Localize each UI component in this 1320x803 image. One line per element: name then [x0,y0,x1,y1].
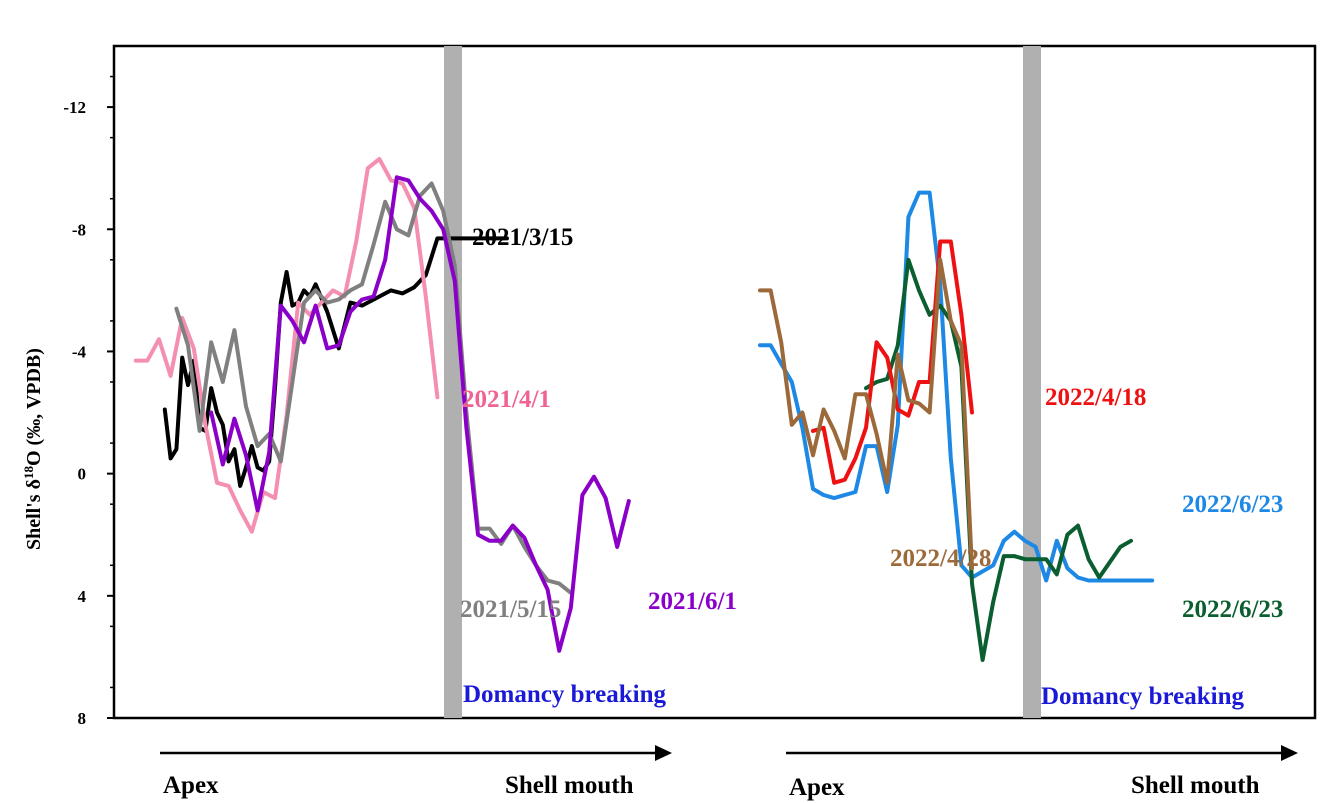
y-tick-label: 8 [78,709,87,728]
label-2022-6-23-blue: 2022/6/23 [1182,491,1283,518]
arrow-start-label-2022: Apex [789,774,845,801]
dormancy-bar-right [1023,46,1041,718]
y-axis: -12 -8 -4 0 4 8 [63,75,114,728]
annotation-dormancy-2021: Domancy breaking [463,681,667,708]
y-tick-label: -8 [72,220,86,239]
dormancy-bar-left [444,46,462,718]
arrow-end-label-2021: Shell mouth [505,772,634,799]
series-line-2022-3 [758,257,974,571]
series-lines [133,157,1155,662]
y-axis-label: Shell's δ18O (‰, VPDB) [21,348,46,550]
arrow-end-label-2022: Shell mouth [1131,772,1260,799]
annotation-dormancy-2022: Domancy breaking [1041,683,1245,710]
growth-arrow-2021 [160,745,672,761]
label-2021-5-15: 2021/5/15 [460,596,561,623]
series-line-2022-2 [811,239,974,485]
arrow-start-label-2021: Apex [163,772,219,799]
series-line-2022-1 [864,257,1133,662]
series-line-2021-3 [209,175,631,653]
y-tick-label: 4 [78,587,87,606]
y-tick-label: -12 [63,98,86,117]
label-2022-4-28: 2022/4/28 [890,545,991,572]
y-tick-label: -4 [72,342,87,361]
label-2021-6-1: 2021/6/1 [648,588,737,615]
label-2021-4-1: 2021/4/1 [462,386,551,413]
series-line-2022-0 [758,190,1155,583]
label-2022-4-18: 2022/4/18 [1045,384,1146,411]
growth-arrow-2022 [786,745,1298,761]
label-2022-6-23-green: 2022/6/23 [1182,596,1283,623]
series-line-2021-0 [162,236,509,488]
y-tick-label: 0 [78,465,87,484]
label-2021-3-15: 2021/3/15 [472,224,573,251]
